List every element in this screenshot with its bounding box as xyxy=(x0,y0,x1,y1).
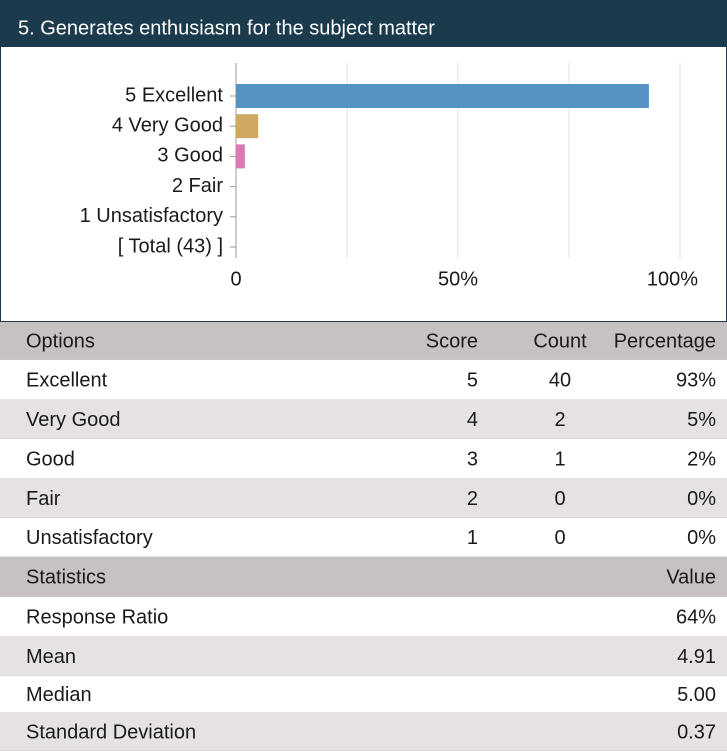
table-cell: Standard Deviation xyxy=(26,721,196,743)
y-tick-label: [ Total (43) ] xyxy=(118,235,223,257)
table-cell: Excellent xyxy=(26,369,108,391)
table-cell: Response Ratio xyxy=(26,606,168,628)
table-cell: 2 xyxy=(554,409,565,431)
table-cell: Median xyxy=(26,684,92,706)
bar xyxy=(236,114,259,139)
y-tick-label: 4 Very Good xyxy=(112,114,223,136)
table-cell: 4.91 xyxy=(677,646,716,668)
table-cell: 0% xyxy=(687,527,716,549)
table-cell: Percentage xyxy=(614,330,716,352)
table-cell: 0 xyxy=(554,488,565,510)
header-title: 5. Generates enthusiasm for the subject … xyxy=(18,17,435,39)
table-cell: Good xyxy=(26,448,75,470)
table-row xyxy=(0,518,727,557)
table-cell: Value xyxy=(666,566,716,588)
table-cell: Mean xyxy=(26,646,76,668)
table-row xyxy=(0,676,727,713)
table-cell: Very Good xyxy=(26,409,121,431)
table-row xyxy=(0,597,727,637)
table-cell: 1 xyxy=(554,448,565,470)
table-cell: 1 xyxy=(467,527,478,549)
table-cell: Score xyxy=(426,330,478,352)
table-row xyxy=(0,322,727,360)
table-cell: 0 xyxy=(554,527,565,549)
table-cell: Statistics xyxy=(26,566,106,588)
table-cell: 2% xyxy=(687,448,716,470)
table-row xyxy=(0,557,727,597)
table-cell: 0.37 xyxy=(677,721,716,743)
table-row xyxy=(0,400,727,439)
table-cell: 5% xyxy=(687,409,716,431)
y-tick-label: 1 Unsatisfactory xyxy=(80,205,223,227)
table-cell: Options xyxy=(26,330,95,352)
table-cell: 0% xyxy=(687,488,716,510)
table-row xyxy=(0,439,727,479)
y-tick-label: 5 Excellent xyxy=(125,84,223,106)
table-cell: Count xyxy=(533,330,587,352)
x-tick-label: 100% xyxy=(647,268,698,290)
table-cell: Fair xyxy=(26,488,61,510)
table-cell: 5.00 xyxy=(677,684,716,706)
table-cell: 3 xyxy=(467,448,478,470)
chart-frame xyxy=(0,0,727,323)
header-bar xyxy=(0,0,727,47)
table-row xyxy=(0,637,727,676)
table-cell: 40 xyxy=(549,369,571,391)
table-cell: 5 xyxy=(467,369,478,391)
table-cell: 2 xyxy=(467,488,478,510)
table-cell: Unsatisfactory xyxy=(26,527,153,549)
table-cell: 93% xyxy=(676,369,716,391)
table-cell: 4 xyxy=(467,409,478,431)
bar xyxy=(236,84,649,108)
table-row xyxy=(0,360,727,400)
table-row xyxy=(0,479,727,518)
table-cell: 64% xyxy=(676,606,716,628)
table-row xyxy=(0,713,727,751)
y-tick-label: 3 Good xyxy=(157,145,223,167)
x-tick-label: 0 xyxy=(230,268,241,290)
bar xyxy=(236,144,245,169)
y-tick-label: 2 Fair xyxy=(172,175,223,197)
x-tick-label: 50% xyxy=(438,268,478,290)
